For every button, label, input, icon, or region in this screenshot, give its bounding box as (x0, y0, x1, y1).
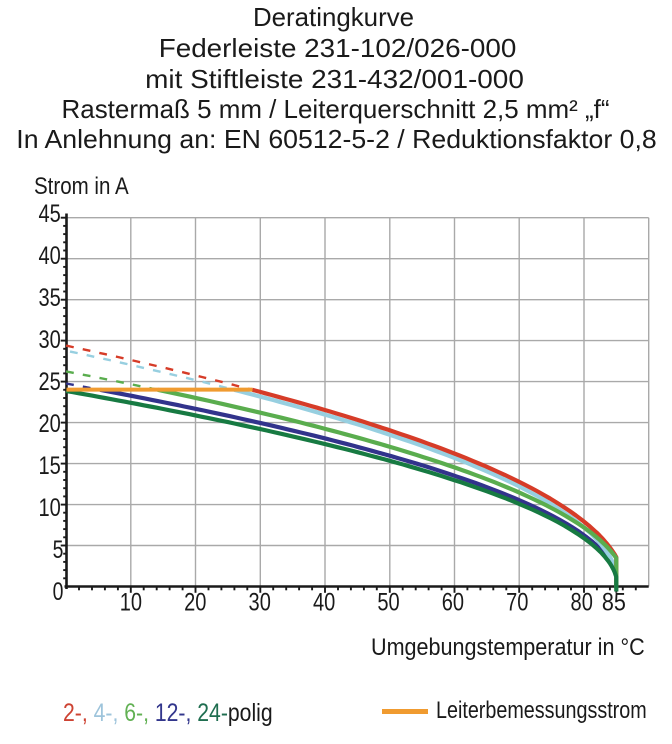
svg-text:40: 40 (38, 242, 60, 270)
svg-text:20: 20 (38, 410, 60, 438)
svg-text:40: 40 (313, 588, 335, 616)
svg-text:15: 15 (38, 452, 60, 480)
svg-text:70: 70 (506, 588, 528, 616)
svg-text:30: 30 (249, 588, 271, 616)
svg-text:25: 25 (38, 368, 60, 396)
svg-text:30: 30 (38, 326, 60, 354)
svg-text:85: 85 (602, 588, 626, 616)
svg-text:5: 5 (53, 536, 64, 564)
svg-text:10: 10 (120, 588, 142, 616)
svg-text:50: 50 (377, 588, 399, 616)
svg-text:20: 20 (184, 588, 206, 616)
svg-text:60: 60 (442, 588, 464, 616)
svg-text:35: 35 (38, 284, 60, 312)
svg-text:0: 0 (53, 578, 64, 606)
svg-text:45: 45 (38, 200, 60, 228)
svg-text:10: 10 (38, 494, 60, 522)
svg-text:80: 80 (571, 588, 593, 616)
